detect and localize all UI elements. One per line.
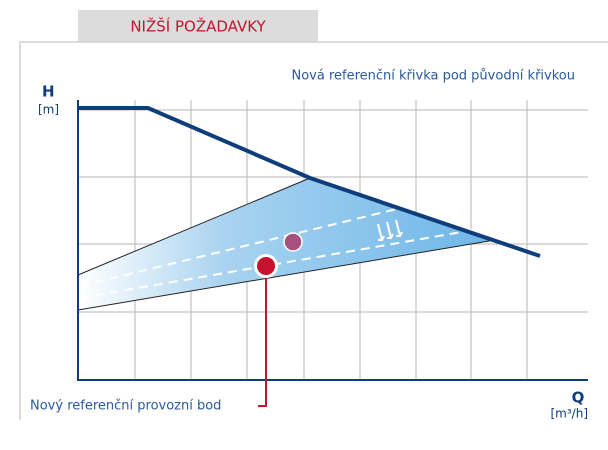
y-axis-unit: [m] [38,103,59,117]
dashed-curve [79,227,486,299]
tab-title: NIŽŠÍ POŽADAVKY [130,17,266,36]
upper-limit [77,177,311,276]
pump-curve [78,106,541,258]
tab [78,10,318,42]
arrows [377,219,403,241]
x-axis-unit: [m³/h] [550,407,588,421]
curve-note: Nová referenční křivka pod původní křivk… [291,69,575,84]
point-label: Nový referenční provozní bod [30,399,221,414]
x-axis-label: Q [572,389,585,407]
leader-line [258,276,267,407]
lower-limit [77,239,496,311]
y-axis-label: H [42,83,55,101]
new-point [257,257,275,275]
panel-frame [19,41,608,420]
dashed-curve [79,206,406,287]
original-point [283,232,303,252]
